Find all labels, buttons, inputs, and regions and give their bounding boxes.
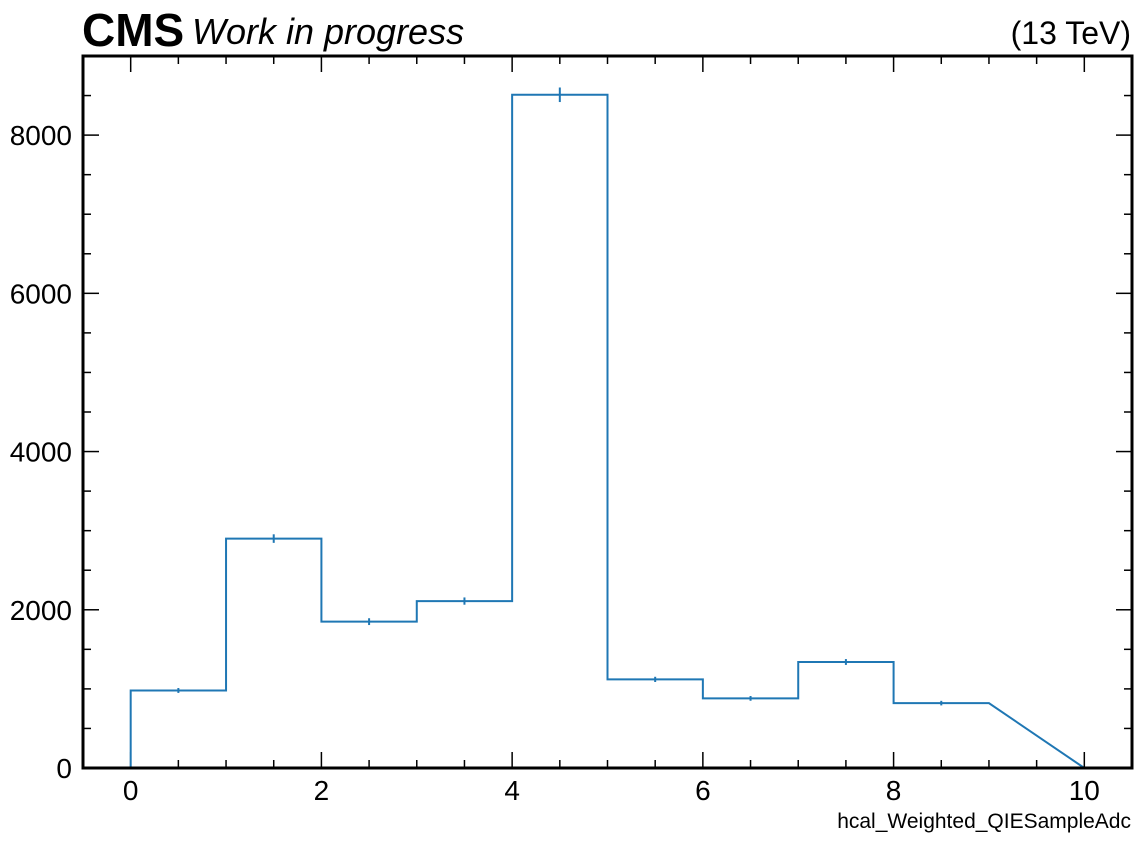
status-label: Work in progress (192, 11, 464, 52)
tick-labels: 0 2 4 6 8 10 0 2000 4000 6000 8000 (10, 120, 1100, 806)
x-tick-label: 0 (123, 775, 139, 806)
x-axis-label: hcal_Weighted_QIESampleAdc (837, 810, 1131, 833)
x-tick-label: 8 (886, 775, 902, 806)
x-tick-label: 10 (1069, 775, 1100, 806)
energy-label: (13 TeV) (1011, 15, 1131, 51)
x-tick-label: 4 (504, 775, 520, 806)
x-tick-label: 6 (695, 775, 711, 806)
y-tick-label: 6000 (10, 278, 72, 309)
histogram-series (129, 93, 1085, 769)
y-tick-label: 8000 (10, 120, 72, 151)
y-tick-label: 4000 (10, 437, 72, 468)
plot-frame (81, 54, 1134, 770)
y-tick-label: 0 (56, 753, 72, 784)
experiment-label: CMS (82, 4, 184, 56)
y-tick-label: 2000 (10, 595, 72, 626)
error-bars (177, 87, 943, 706)
x-tick-label: 2 (314, 775, 330, 806)
histogram-step-line (129, 93, 1085, 769)
